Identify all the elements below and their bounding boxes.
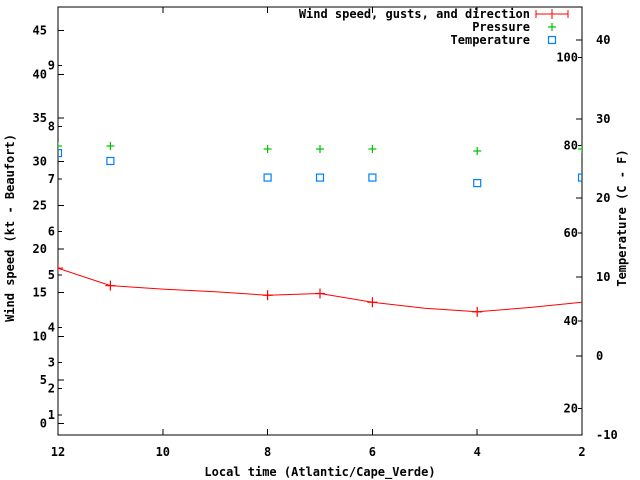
- right-axis-ticks: [576, 39, 582, 436]
- legend-label-pressure: Pressure: [472, 20, 530, 34]
- temperature-series: [58, 148, 582, 188]
- x-tick-label: 6: [369, 445, 376, 459]
- square-marker: [547, 35, 557, 45]
- x-tick-label: 2: [578, 445, 585, 459]
- axes: [57, 6, 583, 436]
- square-marker: [368, 173, 377, 182]
- legend-symbol-pressure: [548, 23, 556, 31]
- fahrenheit-tick-label: 80: [564, 138, 578, 152]
- wind-series: [58, 263, 582, 317]
- square-marker: [263, 173, 272, 182]
- square-marker: [315, 173, 325, 182]
- left-axis-ticks: [58, 30, 64, 425]
- beaufort-tick-label: 8: [48, 120, 55, 134]
- celsius-tick-label: 10: [596, 270, 610, 284]
- beaufort-tick-label: 5: [48, 268, 55, 282]
- square-marker: [577, 173, 582, 182]
- fahrenheit-tick-label: 20: [564, 402, 578, 416]
- beaufort-tick-label: 4: [48, 321, 55, 335]
- x-tick-label: 12: [51, 445, 65, 459]
- x-axis-title: Local time (Atlantic/Cape_Verde): [204, 465, 435, 480]
- x-tick-label: 10: [156, 445, 170, 459]
- legend-symbol-temperature: [547, 35, 557, 45]
- fahrenheit-tick-label: 60: [564, 226, 578, 240]
- fahrenheit-tick-label: 40: [564, 314, 578, 328]
- left-axis-title: Wind speed (kt - Beaufort): [3, 134, 17, 322]
- celsius-tick-label: 20: [596, 191, 610, 205]
- kt-tick-label: 10: [33, 329, 47, 343]
- legend: Wind speed, gusts, and directionPressure…: [299, 7, 569, 47]
- pressure-series: [58, 142, 582, 155]
- legend-label-temperature: Temperature: [451, 33, 530, 47]
- legend-symbol-wind: [535, 9, 569, 19]
- square-marker: [473, 178, 482, 188]
- x-tick-label: 8: [264, 445, 271, 459]
- x-axis-ticks: [57, 7, 583, 435]
- beaufort-tick-label: 3: [48, 356, 55, 370]
- celsius-tick-label: 30: [596, 112, 610, 126]
- beaufort-tick-label: 1: [48, 408, 55, 422]
- kt-tick-label: 40: [33, 67, 47, 81]
- right-axis-title: Temperature (C - F): [615, 149, 629, 286]
- kt-tick-label: 30: [33, 155, 47, 169]
- plot-border: [57, 6, 583, 436]
- beaufort-tick-label: 2: [48, 382, 55, 396]
- legend-label-wind: Wind speed, gusts, and direction: [299, 7, 530, 21]
- square-marker: [106, 156, 115, 166]
- square-marker: [58, 148, 63, 158]
- celsius-tick-label: 40: [596, 33, 610, 47]
- axis-labels: 12 10 8 6 4 2 45 40 35 30 25 20 15 10 5 0 9 8 7 6 5 4 3 2 1 40 30 2…: [3, 24, 629, 480]
- celsius-tick-label: -10: [596, 428, 618, 442]
- kt-tick-label: 20: [33, 242, 47, 256]
- kt-tick-label: 5: [40, 373, 47, 387]
- beaufort-tick-label: 7: [48, 172, 55, 186]
- beaufort-tick-label: 9: [48, 59, 55, 73]
- x-tick-label: 4: [474, 445, 481, 459]
- celsius-tick-label: 0: [596, 349, 603, 363]
- fahrenheit-tick-label: 100: [556, 51, 578, 65]
- kt-tick-label: 45: [33, 24, 47, 38]
- kt-tick-label: 15: [33, 286, 47, 300]
- kt-tick-label: 35: [33, 111, 47, 125]
- kt-tick-label: 25: [33, 198, 47, 212]
- kt-tick-label: 0: [40, 417, 47, 431]
- beaufort-tick-label: 6: [48, 224, 55, 238]
